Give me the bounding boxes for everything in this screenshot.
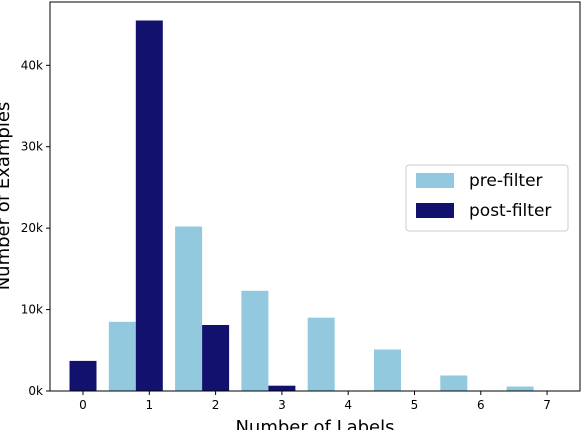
- bar-pre-filter-7: [506, 386, 534, 391]
- x-tick-label-4: 4: [344, 398, 352, 412]
- bar-pre-filter-2: [175, 226, 203, 391]
- x-tick-label-1: 1: [145, 398, 153, 412]
- bar-post-filter-0: [69, 360, 97, 391]
- bar-post-filter-3: [268, 385, 296, 391]
- bar-post-filter-2: [202, 325, 230, 391]
- axes-layer: 0 1 2 3 4 5 6 7 0k 10k 20k 30k 40k: [21, 1, 581, 412]
- x-tick-label-3: 3: [278, 398, 286, 412]
- y-tick-label-0k: 0k: [28, 384, 43, 398]
- bar-pre-filter-4: [307, 317, 335, 391]
- plot-frame: [49, 1, 581, 392]
- x-axis-title: Number of Labels: [235, 417, 394, 430]
- bars-layer: [69, 20, 534, 391]
- y-tick-label-20k: 20k: [21, 221, 43, 235]
- x-tick-label-6: 6: [477, 398, 485, 412]
- y-tick-label-40k: 40k: [21, 58, 43, 72]
- y-axis-title: Number of Examples: [0, 102, 14, 291]
- legend: pre-filter post-filter: [405, 164, 569, 232]
- x-tick-label-2: 2: [212, 398, 220, 412]
- x-tick-label-0: 0: [79, 398, 87, 412]
- bar-post-filter-1: [135, 20, 163, 391]
- y-tick-label-30k: 30k: [21, 140, 43, 154]
- bar-pre-filter-6: [440, 375, 468, 391]
- legend-swatch-post-filter: [416, 203, 454, 218]
- legend-swatch-pre-filter: [416, 173, 454, 188]
- x-tick-label-5: 5: [411, 398, 419, 412]
- legend-label-pre-filter: pre-filter: [469, 171, 543, 191]
- legend-label-post-filter: post-filter: [469, 201, 551, 221]
- bar-pre-filter-3: [241, 290, 269, 391]
- x-tick-label-7: 7: [543, 398, 551, 412]
- y-tick-label-10k: 10k: [21, 303, 43, 317]
- bar-pre-filter-1: [108, 321, 136, 391]
- bar-pre-filter-5: [374, 349, 401, 391]
